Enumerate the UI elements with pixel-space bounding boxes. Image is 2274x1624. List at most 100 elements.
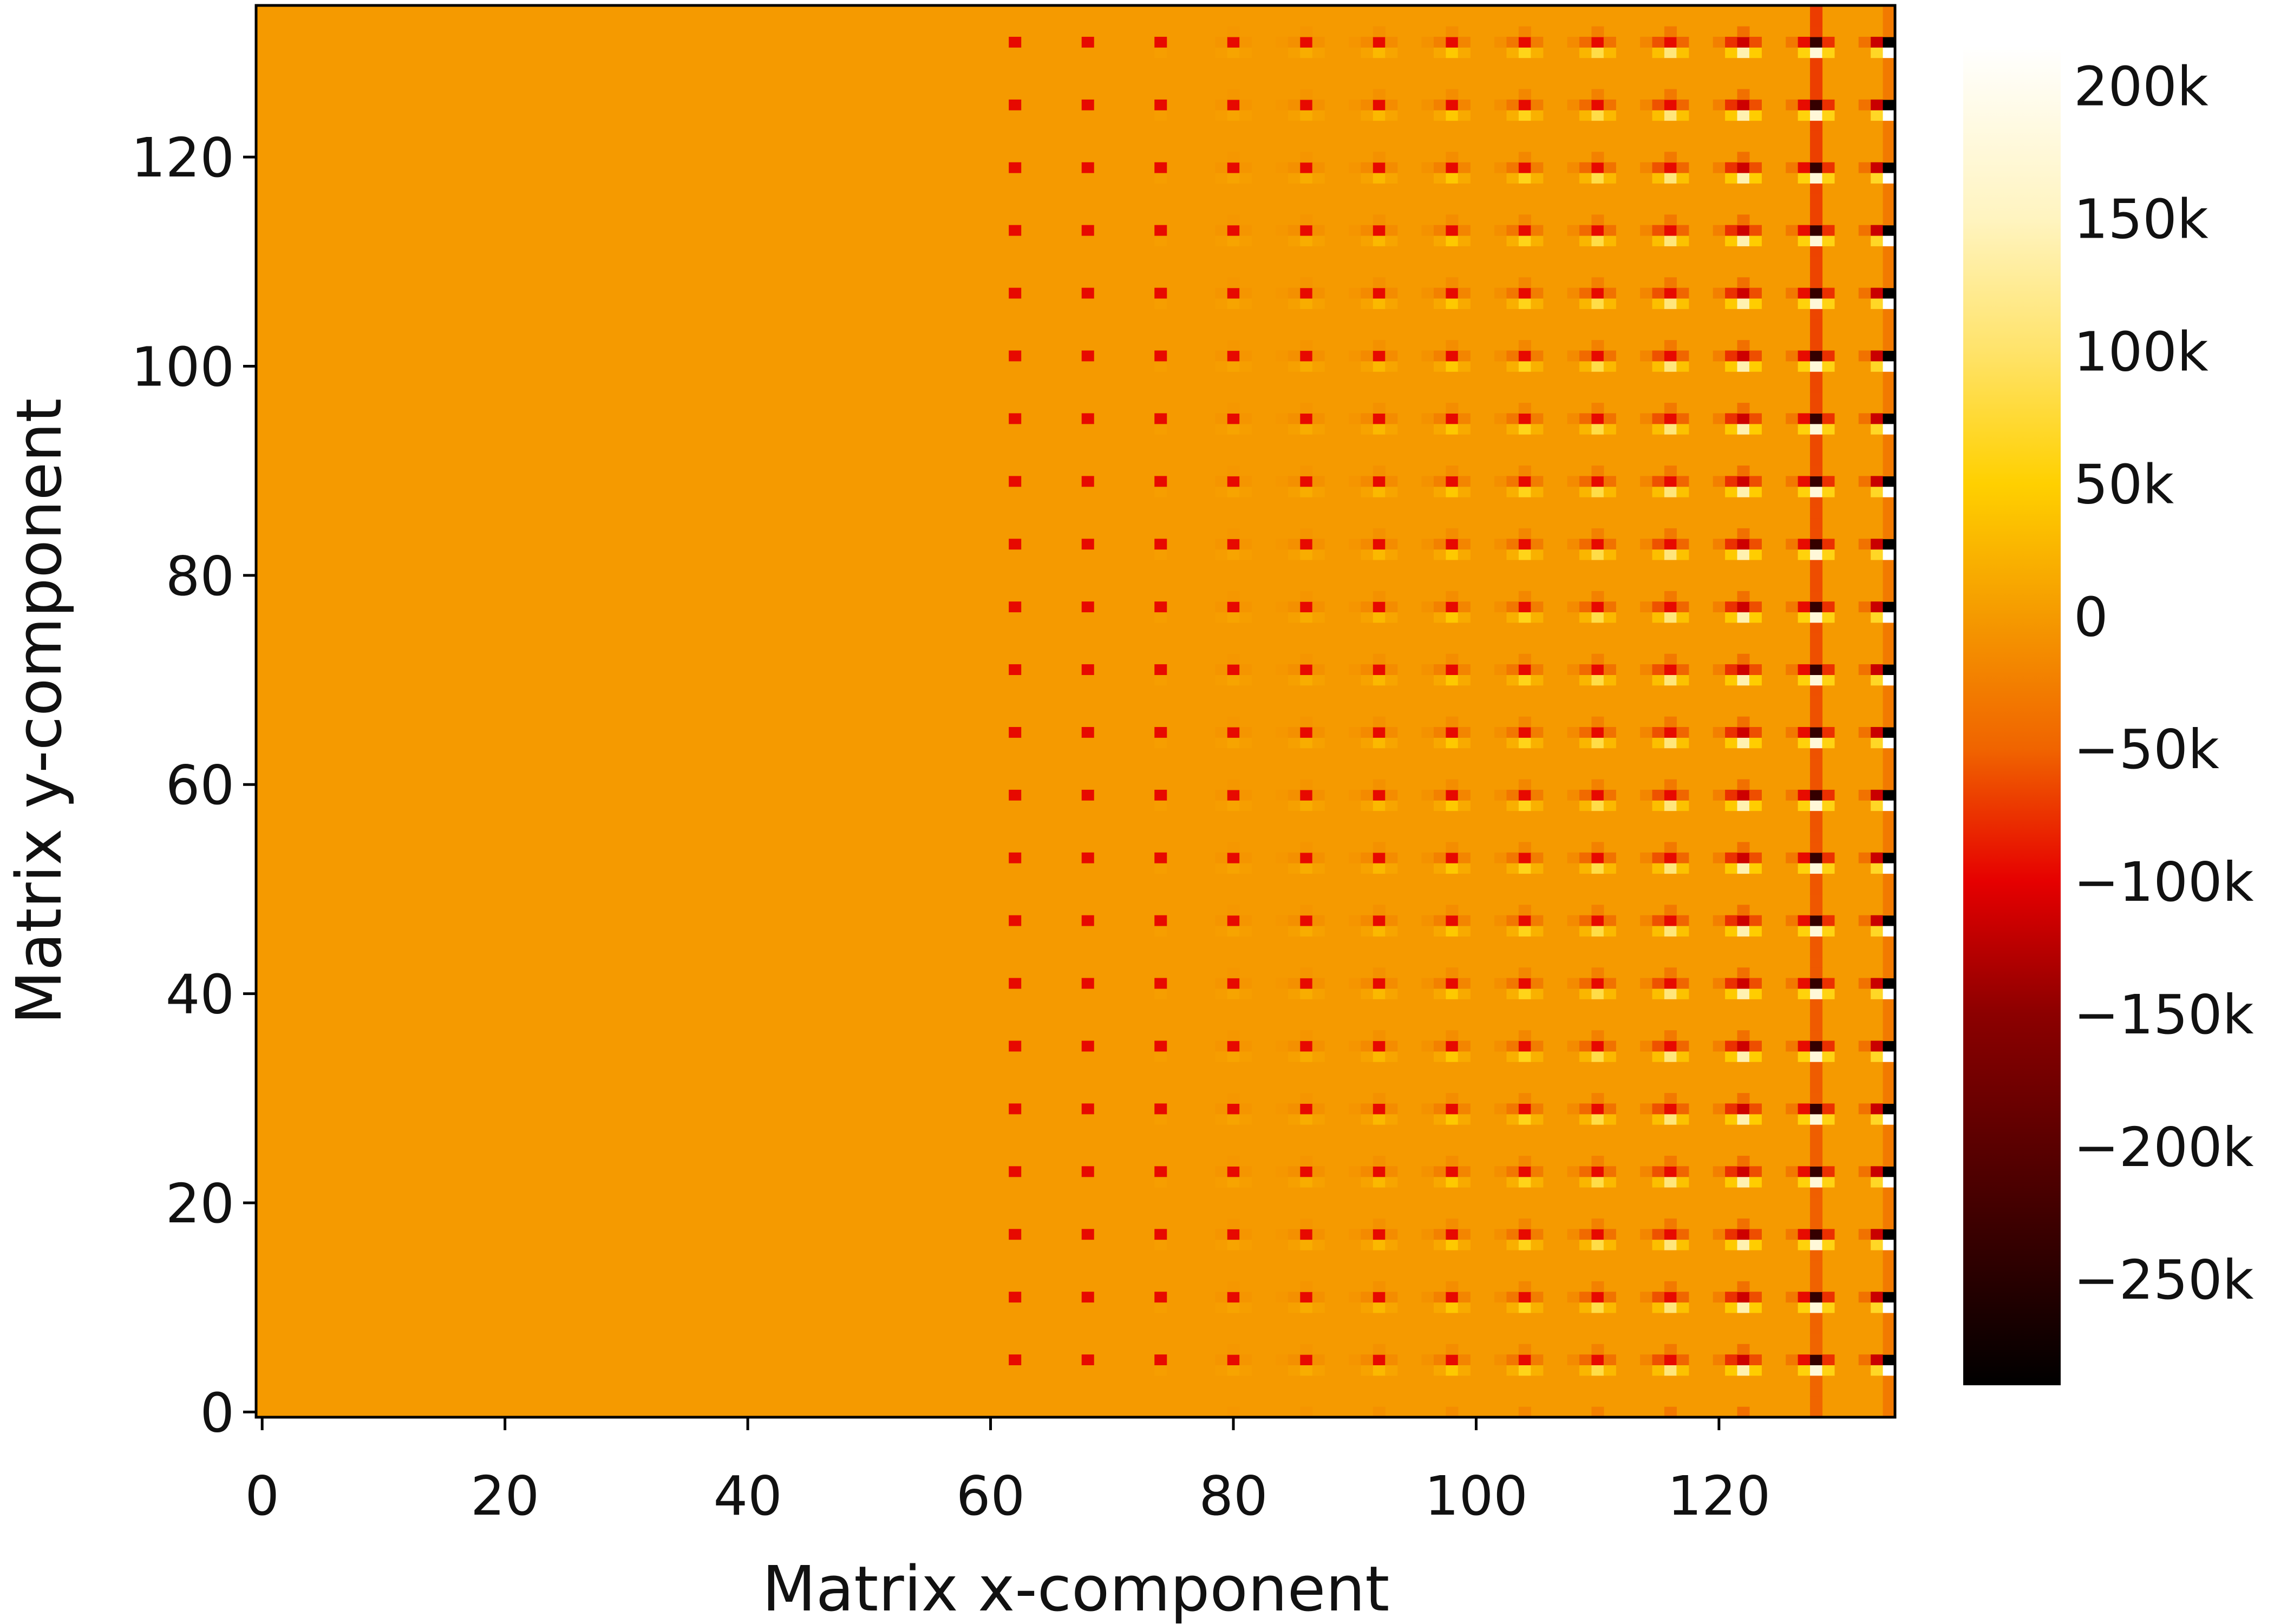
heatmap-cell <box>1361 863 1374 874</box>
heatmap-cell <box>1725 350 1738 362</box>
heatmap-cell <box>1531 737 1544 749</box>
heatmap-cell <box>1786 162 1799 173</box>
heatmap-cell <box>1822 110 1835 121</box>
heatmap-cell <box>1518 1114 1531 1125</box>
heatmap-cell <box>1312 1051 1325 1062</box>
heatmap-cell <box>1227 779 1240 790</box>
heatmap-cell <box>1373 235 1386 246</box>
heatmap-cell <box>1798 173 1811 184</box>
heatmap-cell <box>1883 883 1895 895</box>
heatmap-cell <box>1567 99 1580 110</box>
heatmap-cell <box>1822 1239 1835 1250</box>
heatmap-cell <box>1664 287 1677 299</box>
heatmap-cell <box>1603 47 1616 58</box>
heatmap-cell <box>1239 1365 1252 1376</box>
heatmap-cell <box>1518 99 1531 110</box>
heatmap-cell <box>1433 235 1446 246</box>
heatmap-cell <box>1798 162 1811 173</box>
heatmap-cell <box>1433 915 1446 926</box>
heatmap-cell <box>1421 476 1434 487</box>
heatmap-cell <box>1591 1229 1604 1240</box>
heatmap-cell <box>1288 612 1301 623</box>
heatmap-cell <box>1227 413 1240 424</box>
heatmap-cell <box>1446 1406 1459 1417</box>
heatmap-cell <box>1506 1051 1519 1062</box>
heatmap-cell <box>1506 162 1519 173</box>
heatmap-cell <box>1288 1354 1301 1366</box>
heatmap-cell <box>1361 1166 1374 1177</box>
heatmap-cell <box>1081 476 1094 487</box>
heatmap-cell <box>1421 1229 1434 1240</box>
heatmap-cell <box>1822 539 1835 550</box>
heatmap-cell <box>1300 1040 1313 1052</box>
heatmap-cell <box>1227 99 1240 110</box>
heatmap-cell <box>1725 978 1738 989</box>
heatmap-cell <box>1725 1166 1738 1177</box>
heatmap-cell <box>1822 1302 1835 1313</box>
heatmap-cell <box>1725 612 1738 623</box>
heatmap-cell <box>1239 173 1252 184</box>
heatmap-cell <box>1737 716 1750 728</box>
heatmap-cell <box>1494 852 1507 863</box>
heatmap-cell <box>1009 99 1022 110</box>
heatmap-cell <box>1312 737 1325 749</box>
heatmap-cell <box>1506 298 1519 309</box>
heatmap-cell <box>1883 978 1895 989</box>
heatmap-cell <box>1822 99 1835 110</box>
heatmap-cell <box>1494 162 1507 173</box>
heatmap-cell <box>1737 737 1750 749</box>
heatmap-cell <box>1361 1114 1374 1125</box>
heatmap-cell <box>1373 1103 1386 1115</box>
heatmap-cell <box>1215 36 1228 48</box>
heatmap-cell <box>1300 1051 1313 1062</box>
heatmap-cell <box>1883 1229 1895 1240</box>
heatmap-cell <box>1883 486 1895 497</box>
heatmap-cell <box>1239 1051 1252 1062</box>
heatmap-cell <box>1810 507 1823 519</box>
heatmap-cell <box>1810 873 1823 885</box>
heatmap-cell <box>1300 47 1313 58</box>
heatmap-cell <box>1883 967 1895 979</box>
heatmap-cell <box>1421 413 1434 424</box>
heatmap-cell <box>1081 1040 1094 1052</box>
heatmap-cell <box>1518 225 1531 236</box>
heatmap-cell <box>1312 225 1325 236</box>
heatmap-cell <box>1883 193 1895 205</box>
heatmap-cell <box>1883 162 1895 173</box>
heatmap-cell <box>1300 350 1313 362</box>
heatmap-cell <box>1300 1281 1313 1292</box>
heatmap-cell <box>1081 789 1094 801</box>
heatmap-cell <box>1871 1103 1884 1115</box>
heatmap-cell <box>1300 737 1313 749</box>
heatmap-cell <box>1676 47 1689 58</box>
heatmap-cell <box>1300 601 1313 613</box>
heatmap-cell <box>1664 905 1677 916</box>
heatmap-cell <box>1725 99 1738 110</box>
heatmap-cell <box>1822 1354 1835 1366</box>
heatmap-cell <box>1798 852 1811 863</box>
heatmap-cell <box>1518 340 1531 351</box>
heatmap-cell <box>1239 988 1252 999</box>
heatmap-cell <box>1737 350 1750 362</box>
heatmap-cell <box>1531 298 1544 309</box>
heatmap-cell <box>1288 486 1301 497</box>
heatmap-cell <box>1458 612 1471 623</box>
heatmap-cell <box>1373 1156 1386 1167</box>
heatmap-cell <box>1713 36 1726 48</box>
heatmap-cell <box>1361 800 1374 811</box>
heatmap-cell <box>1749 1354 1762 1366</box>
heatmap-cell <box>1518 476 1531 487</box>
heatmap-cell <box>1446 612 1459 623</box>
heatmap-cell <box>1154 1051 1167 1062</box>
heatmap-cell <box>1810 988 1823 999</box>
heatmap-cell <box>1081 539 1094 550</box>
heatmap-cell <box>1373 298 1386 309</box>
heatmap-cell <box>1883 852 1895 863</box>
heatmap-cell <box>1300 1030 1313 1042</box>
heatmap-cell <box>1567 413 1580 424</box>
heatmap-cell <box>1154 726 1167 738</box>
heatmap-cell <box>1300 152 1313 163</box>
heatmap-cell <box>1725 1239 1738 1250</box>
heatmap-cell <box>1373 277 1386 289</box>
heatmap-cell <box>1749 1051 1762 1062</box>
